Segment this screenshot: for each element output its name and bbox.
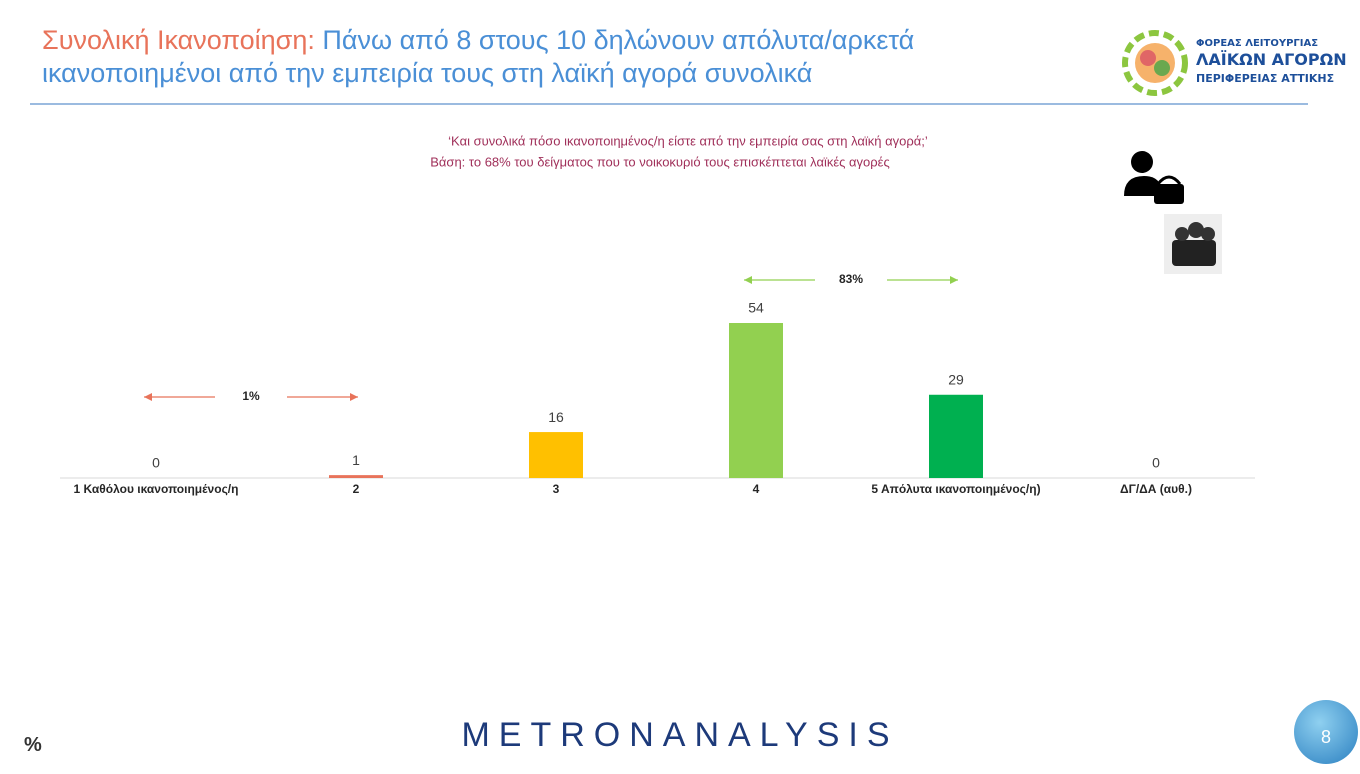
subtitle: ‘Και συνολικά πόσο ικανοποιημένος/η είστ… bbox=[448, 133, 928, 148]
x-tick-label: ΔΓ/ΔΑ (αυθ.) bbox=[1120, 482, 1192, 496]
title-text: Πάνω από 8 στους 10 δηλώνουν απόλυτα/αρκ… bbox=[42, 25, 915, 88]
arrow-head bbox=[144, 393, 152, 401]
chart: ‘Και συνολικά πόσο ικανοποιημένος/η είστ… bbox=[60, 133, 1255, 496]
annotation: 83% bbox=[839, 272, 863, 286]
logo-line: ΦΟΡΕΑΣ ΛΕΙΤΟΥΡΓΙΑΣ bbox=[1196, 38, 1319, 49]
x-tick-label: 1 Καθόλου ικανοποιημένος/η bbox=[74, 482, 239, 496]
arrow-head bbox=[744, 276, 752, 284]
logo: ΦΟΡΕΑΣ ΛΕΙΤΟΥΡΓΙΑΣ ΛΑΪΚΩΝ ΑΓΟΡΩΝ ΠΕΡΙΦΕΡ… bbox=[1120, 28, 1347, 98]
value-label: 1 bbox=[352, 452, 360, 468]
value-label: 16 bbox=[548, 409, 564, 425]
unit-label: % bbox=[24, 734, 42, 756]
value-label: 0 bbox=[1152, 455, 1160, 471]
subtitle: Βάση: το 68% του δείγματος που το νοικοκ… bbox=[430, 154, 890, 169]
icon-basket bbox=[1164, 214, 1222, 274]
arrow-head bbox=[950, 276, 958, 284]
x-tick-label: 2 bbox=[353, 482, 360, 496]
bar bbox=[329, 475, 383, 478]
logo-line: ΠΕΡΙΦΕΡΕΙΑΣ ΑΤΤΙΚΗΣ bbox=[1196, 72, 1335, 85]
header-rule bbox=[30, 103, 1308, 105]
bar bbox=[729, 323, 783, 478]
title-lead: Συνολική Ικανοποίηση: bbox=[42, 25, 315, 55]
page-number: 8 bbox=[1294, 700, 1358, 764]
logo-line: ΛΑΪΚΩΝ ΑΓΟΡΩΝ bbox=[1196, 50, 1347, 69]
logo-icon bbox=[1122, 30, 1188, 96]
title: Συνολική Ικανοποίηση: Πάνω από 8 στους 1… bbox=[42, 24, 1062, 90]
annotation: 1% bbox=[242, 389, 260, 403]
value-label: 54 bbox=[748, 300, 764, 316]
x-tick-label: 4 bbox=[753, 482, 760, 496]
value-label: 0 bbox=[152, 455, 160, 471]
x-tick-label: 5 Απόλυτα ικανοποιημένος/η) bbox=[871, 482, 1040, 496]
icon-shopper bbox=[1124, 151, 1184, 204]
bar bbox=[929, 394, 983, 478]
arrow-head bbox=[350, 393, 358, 401]
x-tick-label: 3 bbox=[553, 482, 560, 496]
brand: METRONANALYSIS bbox=[461, 716, 899, 754]
value-label: 29 bbox=[948, 371, 964, 387]
bar bbox=[529, 432, 583, 478]
